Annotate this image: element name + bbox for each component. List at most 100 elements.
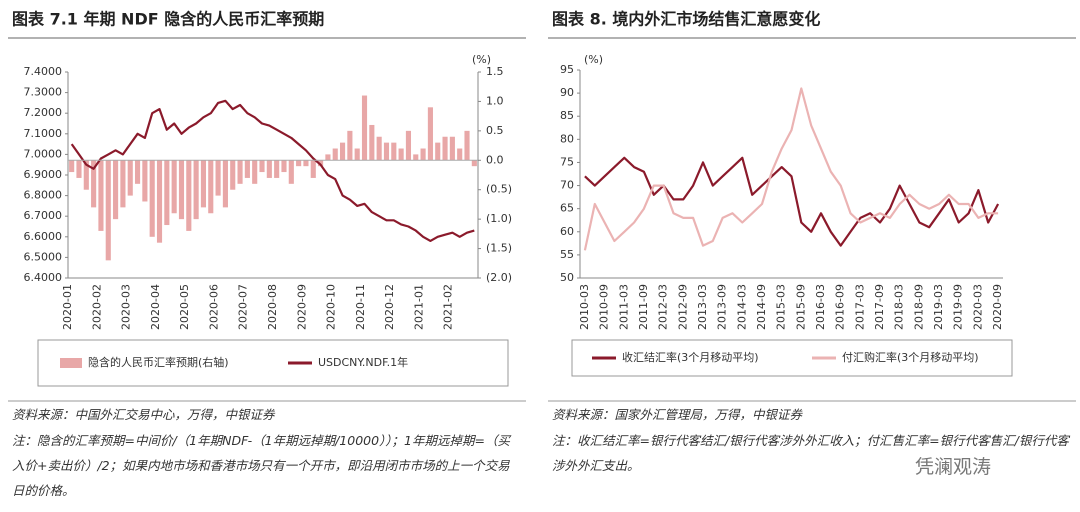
bar [98, 160, 104, 231]
x-tick-label: 2020-11 [354, 284, 367, 330]
y-tick-label: 6.5000 [24, 250, 63, 263]
bar [369, 124, 375, 161]
x-tick-label: 2016-03 [814, 284, 827, 330]
legend-box [571, 339, 1013, 377]
y2-tick-label: 0.5 [486, 124, 504, 137]
bar [252, 160, 258, 184]
x-tick-label: 2020-03 [971, 284, 984, 330]
x-tick-label: 2013-09 [716, 284, 729, 330]
x-tick-label: 2020-02 [90, 284, 103, 330]
y-tick-label: 80 [560, 132, 574, 145]
bar [120, 160, 126, 208]
bar [244, 160, 250, 178]
chart-title: 图表 7.1 年期 NDF 隐含的人民币汇率预期 [12, 10, 324, 29]
x-tick-label: 2020-09 [991, 284, 1004, 330]
y-tick-label: 70 [560, 179, 574, 192]
bar [413, 154, 419, 161]
bar [464, 130, 470, 161]
x-tick-label: 2014-03 [735, 284, 748, 330]
y2-tick-label: 1.0 [486, 94, 504, 107]
bar [296, 160, 302, 167]
line [70, 99, 475, 242]
bar [318, 160, 324, 167]
source: 资料来源：国家外汇管理局，万得，中银证券 [552, 407, 803, 422]
x-tick-label: 2017-09 [873, 284, 886, 330]
note: 注：隐含的汇率预期=中间价/（1年期NDF-（1年期远掉期/10000））；1年… [12, 433, 510, 498]
bar [164, 160, 170, 226]
bar [266, 160, 272, 178]
y2-tick-label: (1.0) [486, 212, 512, 225]
bar [391, 142, 397, 161]
bar [383, 142, 390, 161]
line [584, 156, 1000, 247]
x-tick-label: 2010-03 [578, 284, 591, 330]
bar [186, 160, 192, 231]
y-tick-label: 7.0000 [24, 147, 63, 160]
x-tick-label: 2020-12 [383, 284, 396, 330]
bar [69, 160, 75, 173]
y2-tick-label: (2.0) [486, 271, 512, 284]
bar [442, 136, 448, 161]
y-tick-label: 6.8000 [24, 189, 63, 202]
x-tick-label: 2010-09 [598, 284, 611, 330]
y-tick-label: 7.3000 [24, 86, 63, 99]
bar [281, 160, 287, 173]
y2-tick-label: 1.5 [486, 65, 504, 78]
bar [200, 160, 207, 208]
x-tick-label: 2020-04 [149, 284, 162, 330]
bar [361, 95, 368, 161]
chart-title: 图表 8. 境内外汇市场结售汇意愿变化 [552, 10, 820, 29]
y-unit: (%) [584, 53, 603, 66]
x-tick-label: 2018-09 [912, 284, 925, 330]
source: 资料来源：中国外汇交易中心，万得，中银证券 [12, 407, 275, 422]
x-tick-label: 2018-03 [893, 284, 906, 330]
legend-label: 收汇结汇率(3个月移动平均) [622, 350, 759, 364]
bar [259, 160, 265, 173]
bar [230, 160, 236, 190]
bar [215, 160, 221, 196]
watermark: 凭澜观涛 [915, 456, 992, 478]
y-tick-label: 95 [560, 63, 574, 76]
bar [427, 107, 433, 161]
x-tick-label: 2020-01 [61, 284, 74, 330]
x-tick-label: 2019-09 [952, 284, 965, 330]
bar [178, 160, 185, 220]
legend-label: USDCNY.NDF.1年 [318, 355, 408, 369]
bar [420, 148, 426, 161]
x-tick-label: 2011-09 [637, 284, 650, 330]
bar [134, 160, 141, 184]
legend-label: 隐含的人民币汇率预期(右轴) [88, 355, 229, 369]
legend-swatch [60, 358, 82, 368]
bar [83, 160, 89, 190]
x-tick-label: 2012-03 [657, 284, 670, 330]
y-tick-label: 6.6000 [24, 230, 63, 243]
bar [171, 160, 177, 214]
x-tick-label: 2020-05 [178, 284, 191, 330]
y-tick-label: 75 [560, 155, 574, 168]
x-tick-label: 2021-02 [442, 284, 455, 330]
y-tick-label: 6.7000 [24, 209, 63, 222]
bar [274, 160, 280, 178]
bar [405, 130, 412, 161]
legend-box [37, 339, 509, 387]
y-tick-label: 7.2000 [24, 106, 63, 119]
x-tick-label: 2013-03 [696, 284, 709, 330]
bar [332, 148, 338, 161]
x-tick-label: 2012-09 [676, 284, 689, 330]
bar [471, 160, 477, 167]
y-tick-label: 85 [560, 109, 574, 122]
bar [347, 130, 353, 161]
x-tick-label: 2017-03 [853, 284, 866, 330]
bar [303, 160, 309, 167]
bar [193, 160, 199, 220]
y-tick-label: 55 [560, 248, 574, 261]
x-tick-label: 2011-03 [617, 284, 630, 330]
y-tick-label: 6.9000 [24, 168, 63, 181]
x-tick-label: 2015-09 [794, 284, 807, 330]
legend-label: 付汇购汇率(3个月移动平均) [842, 350, 979, 364]
y2-tick-label: (0.5) [486, 183, 512, 196]
bar [105, 160, 111, 261]
bar [91, 160, 97, 208]
